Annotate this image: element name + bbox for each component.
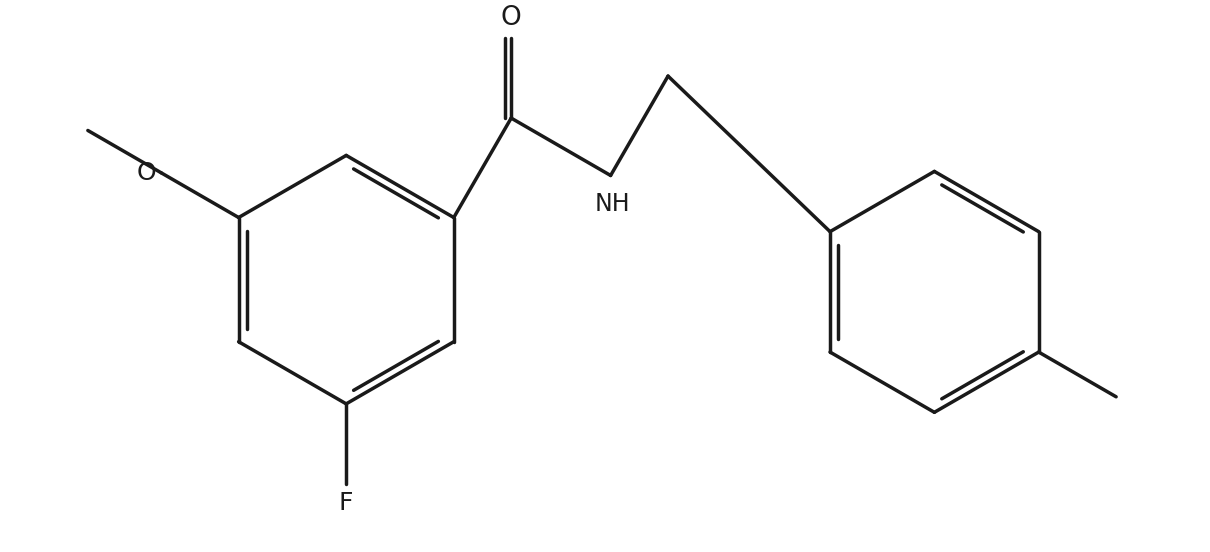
Text: NH: NH <box>594 193 630 216</box>
Text: O: O <box>501 4 522 30</box>
Text: F: F <box>339 491 353 516</box>
Text: O: O <box>137 161 156 185</box>
